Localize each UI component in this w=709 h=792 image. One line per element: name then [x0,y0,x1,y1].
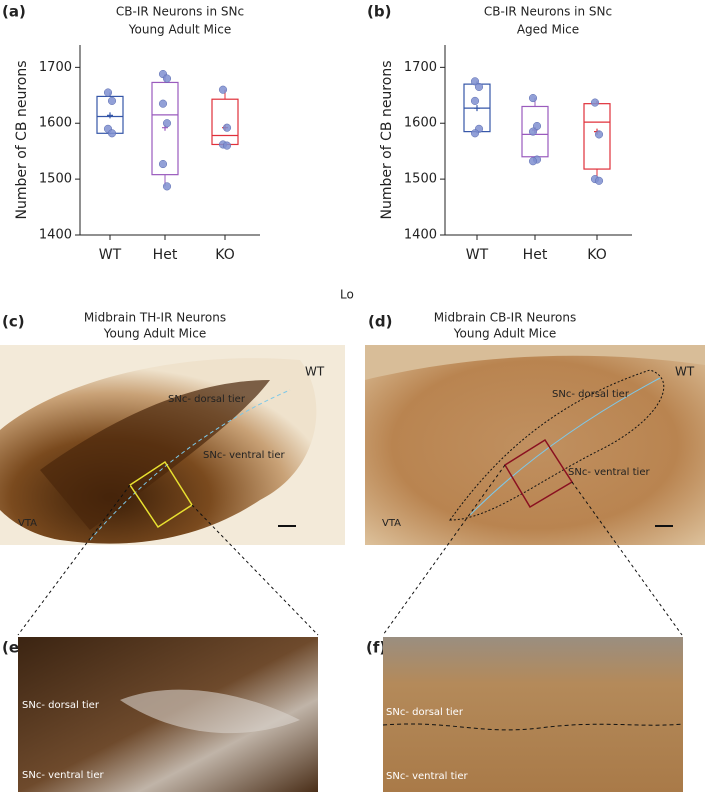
annotation: SNc- dorsal tier [552,389,630,400]
panel-label: (a) [2,3,26,21]
annotation: SNc- dorsal tier [22,700,100,711]
annotation: VTA [382,518,401,529]
mean-marker [474,105,480,112]
x-tick-label: Het [523,247,548,263]
y-tick-label: 1400 [39,228,72,243]
micrograph-th [0,345,345,545]
y-tick-label: 1600 [404,116,437,131]
panel-title: Midbrain TH-IR Neurons [84,311,226,325]
micrograph-cb [365,345,705,545]
annotation: WT [675,365,695,379]
micrograph-zoom-cb [382,637,684,792]
data-point [158,159,168,169]
data-point [470,129,480,138]
data-point [594,130,604,139]
data-point [474,82,484,91]
chart-title: CB-IR Neurons in SNc [116,5,244,19]
chart-title: CB-IR Neurons in SNc [484,5,612,19]
data-point [594,176,604,185]
data-point [470,77,480,86]
data-point [107,96,117,105]
chart-subtitle: Aged Mice [517,23,579,37]
x-tick-label: KO [587,247,606,263]
annotation: VTA [18,518,37,529]
data-point [222,141,232,150]
data-point [528,157,538,166]
y-tick-label: 1500 [404,172,437,187]
panel-label: (f) [366,639,386,657]
data-point [103,88,113,97]
stray-text: Lo [340,288,354,302]
data-point [162,119,172,128]
panel-subtitle: Young Adult Mice [103,327,206,341]
panel-subtitle: Young Adult Mice [453,327,556,341]
panel-label: (d) [368,313,392,331]
data-point [162,182,172,191]
panel-label: (c) [2,313,25,331]
y-tick-label: 1600 [39,116,72,131]
data-point [158,99,168,108]
annotation: SNc- ventral tier [203,450,285,461]
mean-marker [107,112,113,119]
chart-subtitle: Young Adult Mice [128,23,231,37]
box [211,98,239,146]
x-tick-label: WT [466,247,489,263]
data-point [528,127,538,136]
y-tick-label: 1700 [404,60,437,75]
annotation: SNc- dorsal tier [168,394,246,405]
x-tick-label: WT [99,247,122,263]
zoom-lines [17,464,683,636]
box [151,81,179,176]
x-tick-label: Het [153,247,178,263]
data-point [528,94,538,103]
annotation: SNc- ventral tier [386,771,468,782]
annotation: SNc- dorsal tier [386,707,464,718]
annotation: SNc- ventral tier [568,467,650,478]
data-point [218,85,228,94]
y-axis-label: Number of CB neurons [14,60,30,219]
panel-label: (b) [367,3,391,21]
data-point [532,121,542,131]
micrograph-zoom-th [18,637,318,792]
y-tick-label: 1400 [404,228,437,243]
x-tick-label: KO [215,247,234,263]
annotation: WT [305,365,325,379]
panel-title: Midbrain CB-IR Neurons [434,311,576,325]
y-tick-label: 1700 [39,60,72,75]
data-point [590,98,600,107]
data-point [107,129,117,138]
y-tick-label: 1500 [39,172,72,187]
data-point [222,123,232,132]
data-point [162,74,172,83]
data-point [470,96,480,105]
annotation: SNc- ventral tier [22,770,104,781]
y-axis-label: Number of CB neurons [379,60,395,219]
